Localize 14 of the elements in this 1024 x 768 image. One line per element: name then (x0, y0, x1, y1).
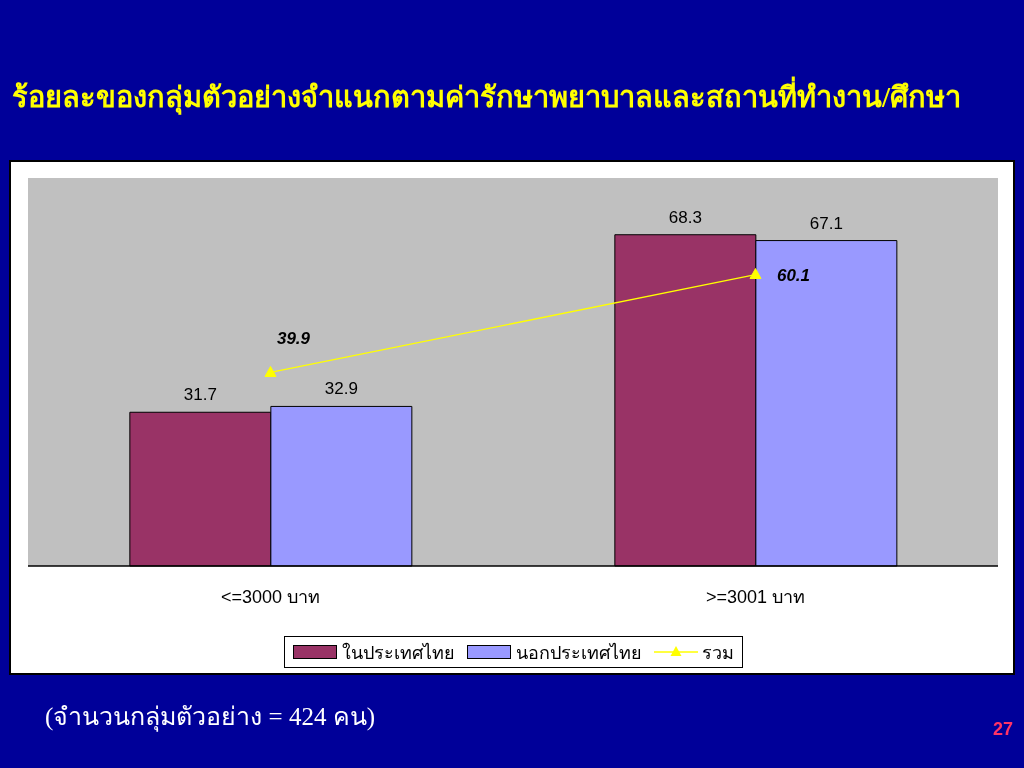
x-tick-label: >=3001 บาท (705, 586, 806, 607)
x-tick-label: <=3000 บาท (220, 586, 321, 607)
data-label: 32.9 (324, 379, 358, 399)
legend-label: นอกประเทศไทย (515, 641, 642, 665)
data-label: 31.7 (183, 385, 217, 405)
chart-title: ร้อยละของกลุ่มตัวอย่างจำแนกตามค่ารักษาพยาบาลและสถานที่ทำงาน/ศึกษา (12, 75, 962, 117)
legend-label: รวม (701, 641, 734, 665)
data-label: 60.1 (776, 266, 811, 286)
data-label: 39.9 (276, 328, 311, 348)
data-label: 67.1 (809, 213, 843, 233)
legend-label: ในประเทศไทย (341, 641, 455, 665)
data-label: 68.3 (668, 207, 702, 227)
text: (จำนวนกลุ่มตัวอย่าง = 424 คน) (45, 702, 375, 734)
text: 27 (992, 719, 1013, 740)
